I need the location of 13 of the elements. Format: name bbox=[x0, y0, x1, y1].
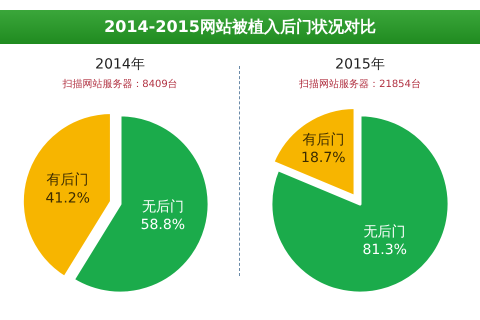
slice-label: 无后门 bbox=[142, 199, 184, 216]
slice-label: 有后门 bbox=[46, 172, 89, 188]
data-label: 58.8% bbox=[140, 217, 186, 234]
data-label: 81.3% bbox=[362, 242, 407, 258]
chart-title: 2014年 bbox=[95, 56, 145, 73]
chart-subtitle: 扫描网站服务器：21854台 bbox=[298, 78, 421, 90]
chart-subtitle: 扫描网站服务器：8409台 bbox=[61, 78, 178, 90]
data-label: 41.2% bbox=[46, 190, 90, 206]
slice-label: 有后门 bbox=[302, 132, 344, 148]
data-label: 18.7% bbox=[301, 150, 346, 166]
slice-label: 无后门 bbox=[364, 224, 406, 240]
chart-title: 2015年 bbox=[335, 56, 385, 73]
text: 2014-2015网站被植入后门状况对比 bbox=[0, 10, 480, 44]
